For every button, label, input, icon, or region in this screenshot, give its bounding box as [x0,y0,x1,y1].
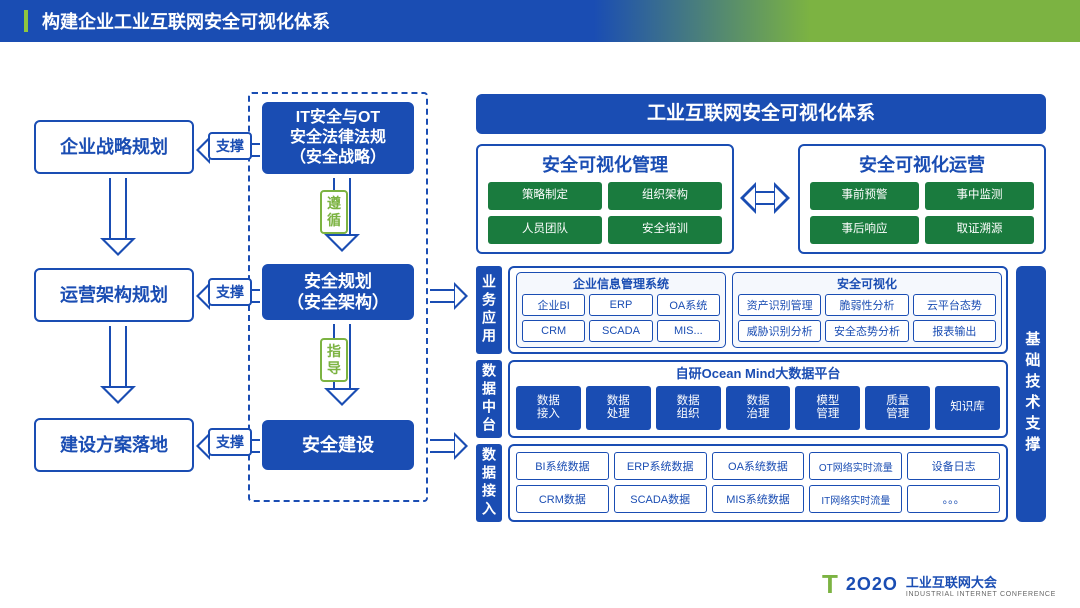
diagram-canvas: 企业战略规划 运营架构规划 建设方案落地 IT安全与OT安全法律法规（安全战略）… [0,42,1080,608]
ops-tags: 事前预警 事中监测 事后响应 取证溯源 [810,182,1034,244]
tag: 数据 治理 [726,386,791,430]
logo-en: INDUSTRIAL INTERNET CONFERENCE [906,591,1056,598]
tag: 安全态势分析 [825,320,908,342]
tag: 报表输出 [913,320,996,342]
biz-group1-tags: 企业BI ERP OA系统 CRM SCADA MIS... [522,294,720,342]
tag: OA系统数据 [712,452,805,480]
double-arrow-icon [740,182,790,214]
label-support: 支撑 [208,428,252,456]
tag: 模型 管理 [795,386,860,430]
tag: CRM [522,320,585,342]
tag: BI系统数据 [516,452,609,480]
tag: 人员团队 [488,216,602,244]
box-tech-support: 基础技术支撑 [1016,266,1046,522]
page-header: 构建企业工业互联网安全可视化体系 [0,0,1080,42]
tag: 。。。 [907,485,1000,513]
tag: 取证溯源 [925,216,1034,244]
vlabel-access: 数据接入 [476,444,502,522]
data-tags: 数据 接入 数据 处理 数据 组织 数据 治理 模型 管理 质量 管理 知识库 [516,386,1000,430]
box-security-plan: 安全规划（安全架构） [262,264,414,320]
box-it-ot-security: IT安全与OT安全法律法规（安全战略） [262,102,414,174]
biz-group1-title: 企业信息管理系统 [517,273,725,294]
arrow-right-icon [430,432,468,460]
tag: 企业BI [522,294,585,316]
tag: ERP系统数据 [614,452,707,480]
logo-cn: 工业互联网大会 [906,572,1056,591]
tag: 组织架构 [608,182,722,210]
tag: 数据 组织 [656,386,721,430]
tag: 设备日志 [907,452,1000,480]
tag: OA系统 [657,294,720,316]
tag: 资产识别管理 [738,294,821,316]
tag: MIS系统数据 [712,485,805,513]
tag: 云平台态势 [913,294,996,316]
tag: 事后响应 [810,216,919,244]
tag: 质量 管理 [865,386,930,430]
tag: 脆弱性分析 [825,294,908,316]
vlabel-biz: 业务应用 [476,266,502,354]
label-support: 支撑 [208,278,252,306]
tag: MIS... [657,320,720,342]
tag: IT网络实时流量 [809,485,902,513]
tag: 策略制定 [488,182,602,210]
tag: 数据 处理 [586,386,651,430]
tag: SCADA [589,320,652,342]
logo-year: 2O2O [846,574,898,595]
biz-group2-title: 安全可视化 [733,273,1001,294]
label-support: 支撑 [208,132,252,160]
page-title: 构建企业工业互联网安全可视化体系 [42,8,330,34]
box-enterprise-strategy: 企业战略规划 [34,120,194,174]
access-tags: BI系统数据 ERP系统数据 OA系统数据 OT网络实时流量 设备日志 CRM数… [516,452,1000,513]
arrow-right-icon [430,282,468,310]
right-panel-title: 工业互联网安全可视化体系 [476,94,1046,134]
box-security-build: 安全建设 [262,420,414,470]
box-build-plan: 建设方案落地 [34,418,194,472]
footer-logo: T 2O2O 工业互联网大会 INDUSTRIAL INTERNET CONFE… [822,569,1056,600]
mgmt-tags: 策略制定 组织架构 人员团队 安全培训 [488,182,722,244]
label-guide: 指 导 [320,338,348,382]
tag: 数据 接入 [516,386,581,430]
tag: 事前预警 [810,182,919,210]
tag: 安全培训 [608,216,722,244]
tag: 威胁识别分析 [738,320,821,342]
logo-icon: T [822,569,838,600]
arrow-down-icon [100,326,136,404]
label-follow: 遵 循 [320,190,348,234]
box-ops-arch: 运营架构规划 [34,268,194,322]
vlabel-data: 数据中台 [476,360,502,438]
tag: CRM数据 [516,485,609,513]
tag: 知识库 [935,386,1000,430]
biz-group2-tags: 资产识别管理 脆弱性分析 云平台态势 威胁识别分析 安全态势分析 报表输出 [738,294,996,342]
tag: ERP [589,294,652,316]
arrow-down-icon [100,178,136,256]
tag: SCADA数据 [614,485,707,513]
tag: OT网络实时流量 [809,452,902,480]
tag: 事中监测 [925,182,1034,210]
